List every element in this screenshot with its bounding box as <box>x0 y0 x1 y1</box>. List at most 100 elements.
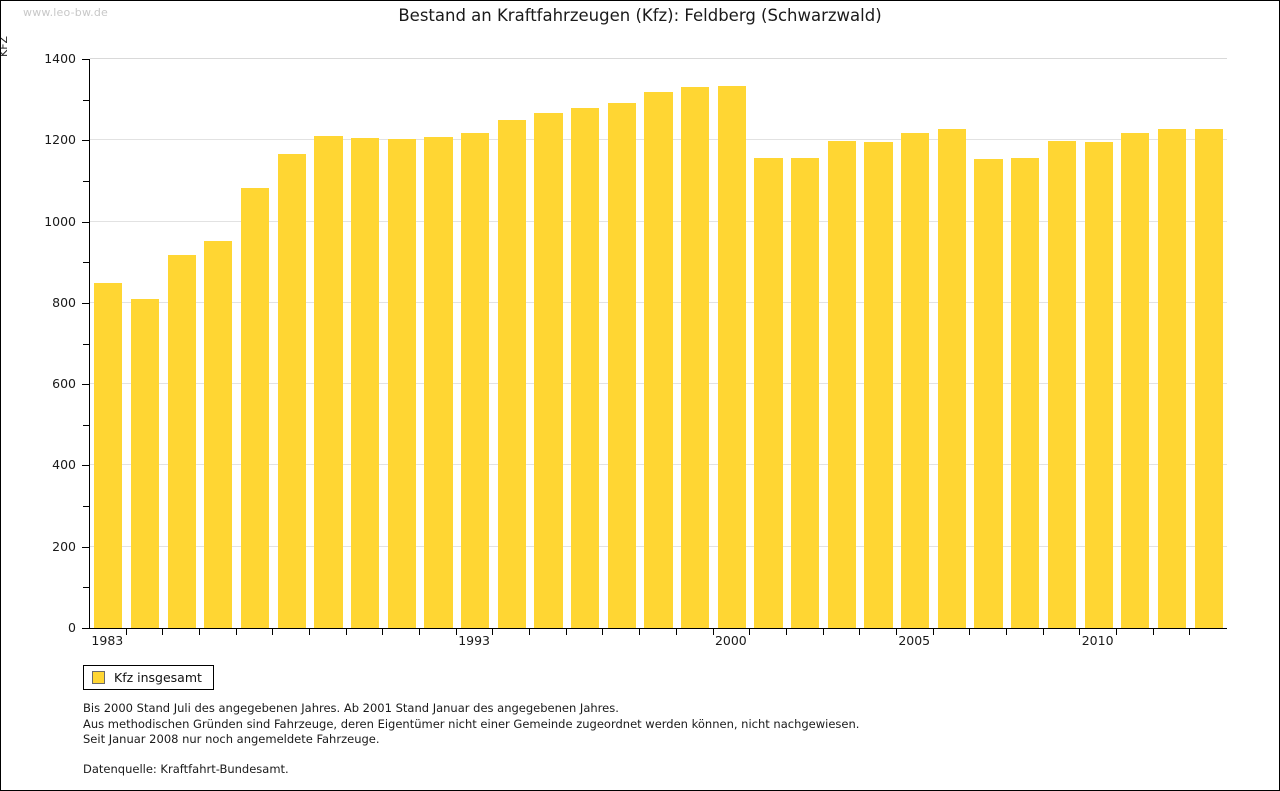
bar[interactable] <box>974 158 1003 628</box>
footnote-line: Aus methodischen Gründen sind Fahrzeuge,… <box>83 716 860 731</box>
plot-area <box>89 58 1227 629</box>
x-axis-tick <box>529 629 531 635</box>
bar[interactable] <box>754 157 783 628</box>
y-axis-tick-label: 600 <box>52 376 76 392</box>
y-axis-tick-label: 800 <box>52 294 76 310</box>
bar[interactable] <box>1047 140 1077 628</box>
x-axis-tick-label: 2000 <box>714 633 747 648</box>
bar[interactable] <box>167 254 196 628</box>
bar[interactable] <box>607 102 636 628</box>
x-axis-tick <box>895 629 897 635</box>
y-axis-minor-tick <box>83 180 89 182</box>
x-axis-tick <box>969 629 971 635</box>
x-axis-tick <box>1005 629 1007 635</box>
x-axis-tick <box>419 629 421 635</box>
bar[interactable] <box>1084 142 1113 628</box>
bar[interactable] <box>130 298 160 628</box>
bar[interactable] <box>644 91 673 628</box>
bar[interactable] <box>1157 129 1187 628</box>
bar[interactable] <box>460 132 490 628</box>
gridline <box>90 58 1227 59</box>
bar[interactable] <box>937 129 967 628</box>
bar-series <box>90 59 1227 628</box>
y-axis-minor-tick <box>83 424 89 426</box>
bar[interactable] <box>791 158 820 628</box>
y-axis-minor-tick <box>83 343 89 345</box>
x-axis-tick <box>1189 629 1191 635</box>
bar[interactable] <box>94 282 123 628</box>
y-axis-tick-label: 0 <box>68 620 76 635</box>
bar[interactable] <box>1121 133 1150 628</box>
y-axis-tick-label: 1000 <box>44 213 76 229</box>
x-axis-tick <box>382 629 384 635</box>
y-axis-tick-label: 200 <box>52 538 76 554</box>
x-axis-tick <box>199 629 201 635</box>
y-axis-tick <box>82 546 89 548</box>
y-axis-tick <box>82 59 89 60</box>
watermark: www.leo-bw.de <box>23 6 109 19</box>
y-axis-tick <box>82 384 89 386</box>
bar[interactable] <box>571 107 600 628</box>
x-axis-tick <box>602 629 604 635</box>
legend-swatch-icon <box>92 671 105 684</box>
bar[interactable] <box>240 188 270 628</box>
x-axis-tick <box>1079 629 1081 635</box>
data-source-line: Datenquelle: Kraftfahrt-Bundesamt. <box>83 761 289 776</box>
x-axis-tick <box>309 629 311 635</box>
bar[interactable] <box>827 140 856 628</box>
y-axis-tick-label: 1200 <box>44 132 76 148</box>
y-axis-tick <box>82 140 89 142</box>
bar[interactable] <box>1011 158 1040 628</box>
bar[interactable] <box>350 138 380 628</box>
x-axis-tick <box>639 629 641 635</box>
legend-item-label: Kfz insgesamt <box>114 670 202 685</box>
y-axis-tick <box>82 628 89 629</box>
bar[interactable] <box>717 85 746 628</box>
bar[interactable] <box>1194 128 1223 628</box>
x-axis-tick-label: 1983 <box>91 633 124 648</box>
footnotes: Bis 2000 Stand Juli des angegebenen Jahr… <box>83 701 1183 777</box>
x-axis-tick <box>235 629 237 635</box>
legend[interactable]: Kfz insgesamt <box>83 665 214 690</box>
x-axis-tick <box>712 629 714 635</box>
bar[interactable] <box>534 113 563 628</box>
x-axis-tick <box>125 629 127 635</box>
bar[interactable] <box>314 135 343 628</box>
x-axis-tick <box>455 629 457 635</box>
x-axis-tick <box>272 629 274 635</box>
bar[interactable] <box>204 240 233 628</box>
x-axis-tick <box>785 629 787 635</box>
y-axis-minor-tick <box>83 587 89 589</box>
bar[interactable] <box>681 87 710 628</box>
x-axis-tick-label: 2005 <box>898 633 931 648</box>
x-axis-tick <box>345 629 347 635</box>
bar[interactable] <box>864 142 893 628</box>
x-axis-tick <box>675 629 677 635</box>
x-axis-tick <box>1152 629 1154 635</box>
x-axis-tick-label: 1993 <box>458 633 491 648</box>
y-axis-tick <box>82 465 89 467</box>
x-axis-tick-label: 2010 <box>1081 633 1114 648</box>
x-axis-tick <box>162 629 164 635</box>
x-axis-tick <box>1042 629 1044 635</box>
x-axis-tick <box>932 629 934 635</box>
bar[interactable] <box>901 133 930 628</box>
bar[interactable] <box>424 137 453 628</box>
y-axis-minor-tick <box>83 99 89 101</box>
y-axis-tick-label: 1400 <box>44 51 76 66</box>
bar[interactable] <box>387 138 416 628</box>
x-axis-tick <box>859 629 861 635</box>
x-axis-tick <box>565 629 567 635</box>
x-axis-tick <box>822 629 824 635</box>
footnote-line: Bis 2000 Stand Juli des angegebenen Jahr… <box>83 701 619 715</box>
y-axis-tick <box>82 302 89 304</box>
bar[interactable] <box>497 119 526 628</box>
y-axis-minor-tick <box>83 262 89 264</box>
x-axis-tick <box>492 629 494 635</box>
y-axis-minor-tick <box>83 506 89 508</box>
y-axis-tick <box>82 221 89 223</box>
bar[interactable] <box>277 153 306 628</box>
footnote-line: Seit Januar 2008 nur noch angemeldete Fa… <box>83 732 380 746</box>
page-title: Bestand an Kraftfahrzeugen (Kfz): Feldbe… <box>398 6 882 25</box>
